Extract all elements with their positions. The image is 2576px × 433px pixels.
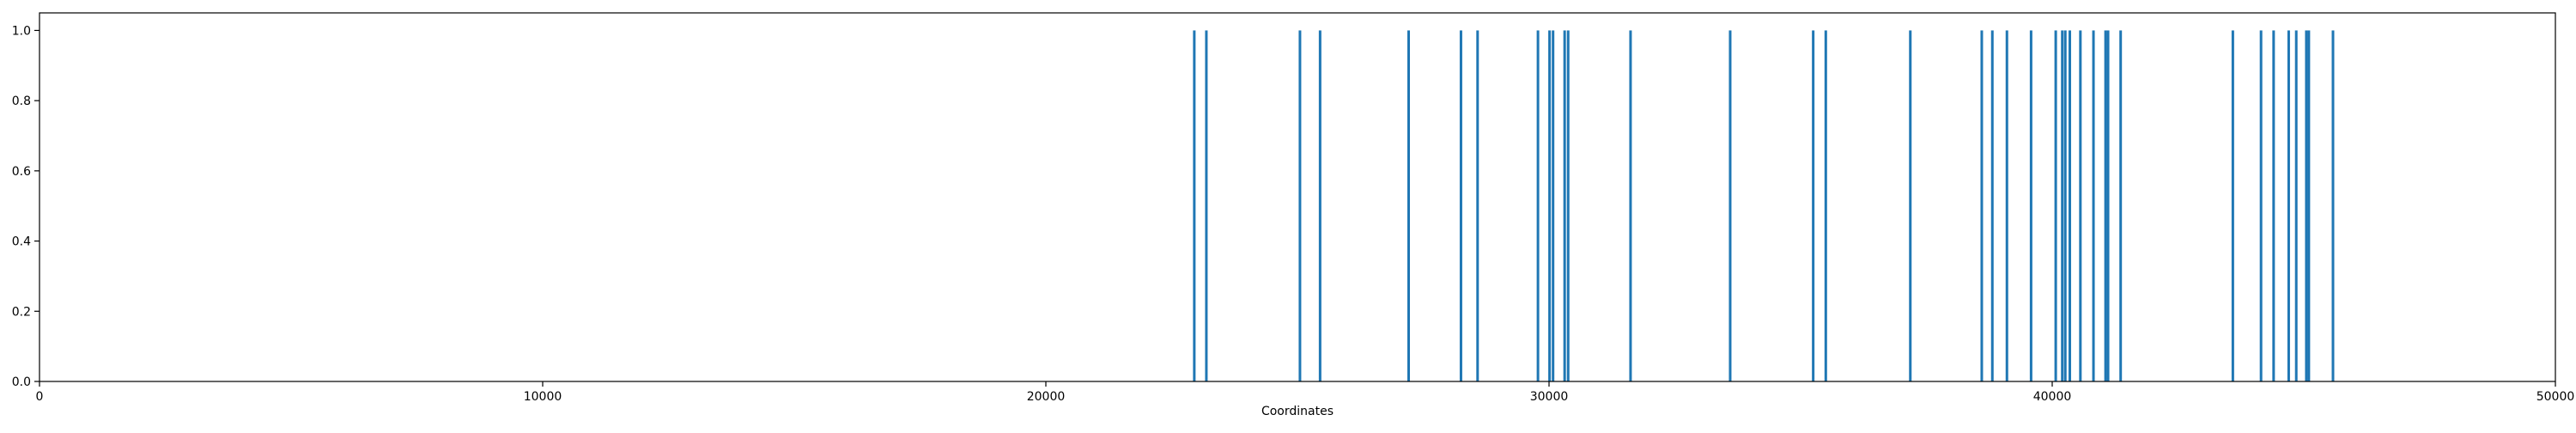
bar	[2307, 30, 2311, 382]
y-tick-label: 0.8	[12, 95, 31, 108]
bar	[1407, 30, 1411, 382]
y-tick-label: 0.4	[12, 235, 31, 249]
bar	[2079, 30, 2082, 382]
bar	[2063, 30, 2067, 382]
bar	[2054, 30, 2057, 382]
bar	[2272, 30, 2275, 382]
bar	[1990, 30, 1994, 382]
bar	[1476, 30, 1479, 382]
y-tick-label: 0.2	[12, 305, 31, 319]
bar	[1459, 30, 1462, 382]
bar	[2029, 30, 2032, 382]
bar	[1552, 30, 1555, 382]
x-axis-label: Coordinates	[1261, 405, 1334, 418]
bar	[2231, 30, 2234, 382]
bar	[2106, 30, 2110, 382]
bar	[1728, 30, 1732, 382]
x-tick-label: 30000	[1530, 390, 1569, 404]
bar	[2287, 30, 2290, 382]
bar	[2092, 30, 2095, 382]
bar	[1536, 30, 1540, 382]
bar	[1812, 30, 1815, 382]
bar	[2331, 30, 2335, 382]
bar	[1205, 30, 1208, 382]
axes-layer: 0 10000 20000 30000 40000 50000 0.0 0.2 0.4 0.6 0.…	[12, 24, 2575, 404]
bar	[1824, 30, 1827, 382]
bar	[1548, 30, 1552, 382]
bar	[1563, 30, 1566, 382]
bar	[2061, 30, 2064, 382]
y-tick-label: 1.0	[12, 24, 31, 38]
y-tick-label: 0.6	[12, 165, 31, 179]
x-tick-label: 20000	[1027, 390, 1066, 404]
x-tick-label: 0	[36, 390, 44, 404]
bar	[2005, 30, 2008, 382]
bar	[2119, 30, 2123, 382]
bar	[1318, 30, 1321, 382]
x-tick-label: 40000	[2033, 390, 2072, 404]
bar	[2305, 30, 2308, 382]
bar	[1629, 30, 1632, 382]
y-tick-label: 0.0	[12, 375, 31, 389]
bar	[1909, 30, 1912, 382]
bar	[1298, 30, 1302, 382]
bar	[1566, 30, 1570, 382]
bar	[1980, 30, 1984, 382]
bar	[2294, 30, 2298, 382]
bars-layer	[1193, 30, 2335, 382]
plot-frame	[39, 12, 2556, 382]
bar	[2104, 30, 2107, 382]
bar	[2069, 30, 2072, 382]
bar	[1193, 30, 1196, 382]
x-tick-label: 10000	[524, 390, 562, 404]
bar	[2259, 30, 2263, 382]
x-tick-label: 50000	[2537, 390, 2575, 404]
